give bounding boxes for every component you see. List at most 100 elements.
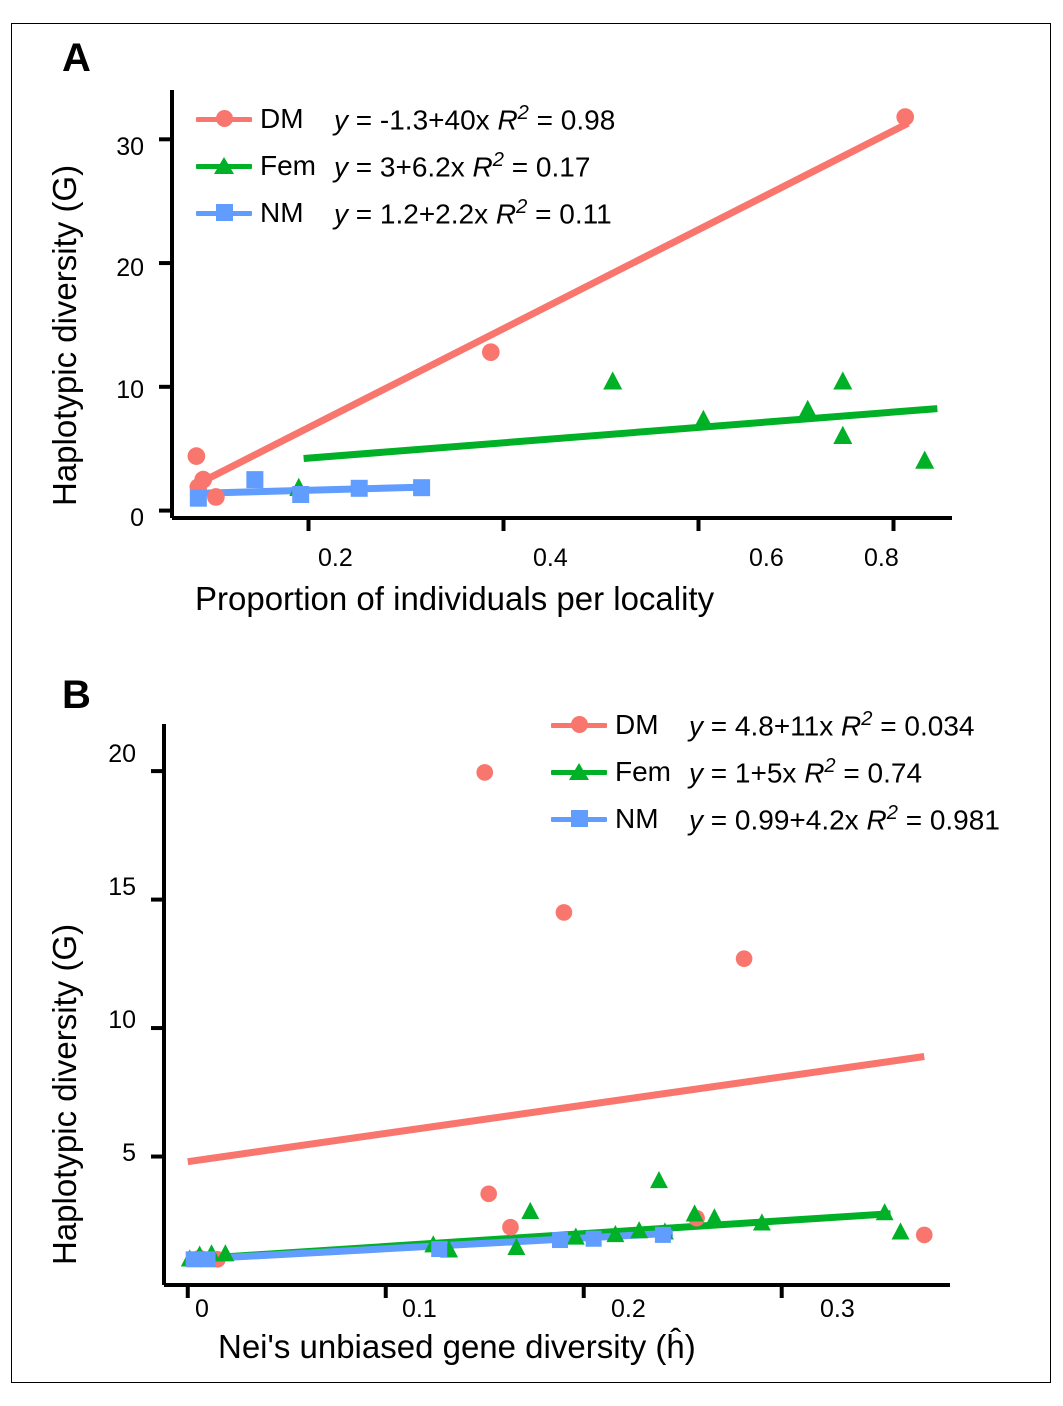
eq-suffix: = 0.11 <box>527 198 612 230</box>
panel-b-legend-eq-fem: y = 1+5x R2 = 0.74 <box>689 756 922 787</box>
data-point-dm <box>735 950 753 968</box>
eq-exponent: 2 <box>861 708 873 730</box>
panel-a-legend-label-fem: Fem <box>260 149 316 181</box>
panel-b-legend-row-fem: Fem y = 1+5x R2 = 0.74 <box>551 756 922 787</box>
axes <box>170 90 952 520</box>
eq-body: = 3+6.2x <box>348 151 473 183</box>
circle-marker-icon <box>215 110 233 128</box>
data-point-dm <box>481 343 500 362</box>
data-point-fem <box>521 1201 540 1219</box>
eq-suffix: = 0.17 <box>504 151 591 183</box>
panel-b-xtick-0: 0 <box>195 1295 209 1323</box>
circle-marker-icon <box>570 716 588 734</box>
data-point-dm <box>502 1218 519 1236</box>
eq-y-symbol: y <box>689 757 703 789</box>
data-layer <box>187 108 938 507</box>
data-point-fem <box>875 1203 894 1221</box>
panel-b-legend-eq-nm: y = 0.99+4.2x R2 = 0.981 <box>689 803 1000 834</box>
panel-b-legend-row-dm: DM y = 4.8+11x R2 = 0.034 <box>551 709 974 740</box>
eq-y-symbol: y <box>689 710 703 742</box>
panel-a-legend-row-dm: DM y = -1.3+40x R2 = 0.98 <box>196 103 615 134</box>
panel-a-legend-eq-nm: y = 1.2+2.2x R2 = 0.11 <box>334 197 612 228</box>
data-point-fem <box>705 1208 724 1226</box>
square-marker-icon <box>570 810 588 828</box>
ticks <box>151 769 784 1298</box>
data-point-fem <box>891 1222 910 1240</box>
eq-body: = 1+5x <box>703 757 805 789</box>
panel-b-ytick-5: 5 <box>122 1139 136 1167</box>
data-point-fem <box>752 1213 771 1231</box>
data-point-dm <box>207 488 225 506</box>
fit-line-dm <box>187 1053 925 1166</box>
data-point-nm <box>413 479 431 497</box>
data-point-fem <box>798 399 818 418</box>
panel-a-ytick-0: 0 <box>130 504 144 532</box>
eq-body: = 4.8+11x <box>703 710 842 742</box>
fit-line-fem <box>303 405 938 462</box>
eq-r-symbol: R <box>804 757 825 789</box>
data-point-nm <box>292 485 310 503</box>
eq-exponent: 2 <box>517 102 529 124</box>
legend-key-dm <box>551 712 607 738</box>
legend-key-nm <box>551 806 607 832</box>
eq-suffix: = 0.98 <box>528 104 616 136</box>
data-layer <box>180 764 933 1268</box>
data-point-nm <box>551 1232 568 1249</box>
data-point-fem <box>650 1171 668 1189</box>
data-point-nm <box>189 489 207 507</box>
panel-b-legend-row-nm: NM y = 0.99+4.2x R2 = 0.981 <box>551 803 1000 834</box>
eq-exponent: 2 <box>492 149 504 171</box>
panel-b-ytick-10: 10 <box>108 1006 136 1034</box>
panel-a-legend-label-nm: NM <box>260 196 304 228</box>
panel-a-ytick-10: 10 <box>116 376 144 404</box>
fit-line-nm <box>196 483 424 497</box>
eq-y-symbol: y <box>334 198 348 230</box>
eq-r-symbol: R <box>841 710 862 742</box>
panel-a-legend-row-nm: NM y = 1.2+2.2x R2 = 0.11 <box>196 197 612 228</box>
eq-exponent: 2 <box>886 802 898 824</box>
eq-suffix: = 0.74 <box>835 757 923 789</box>
data-point-fem <box>693 409 713 428</box>
panel-a-legend-row-fem: Fem y = 3+6.2x R2 = 0.17 <box>196 150 590 181</box>
data-point-nm <box>199 1251 216 1268</box>
panel-b: B Haplotypic diversity (G) 20 15 10 5 0 … <box>0 630 1063 1406</box>
panel-b-legend-label-fem: Fem <box>615 755 671 787</box>
panel-a: A Haplotypic diversity (G) 30 20 10 0 0.… <box>0 0 1063 630</box>
data-point-dm <box>480 1185 498 1203</box>
eq-exponent: 2 <box>516 196 528 218</box>
eq-suffix: = 0.034 <box>872 710 975 742</box>
data-point-fem <box>603 371 623 390</box>
panel-b-legend-label-nm: NM <box>615 802 659 834</box>
panel-a-xtick-0.2: 0.2 <box>318 544 353 572</box>
data-point-fem <box>833 371 853 390</box>
data-point-fem <box>216 1244 235 1262</box>
panel-a-legend-eq-dm: y = -1.3+40x R2 = 0.98 <box>334 103 615 134</box>
eq-r-symbol: R <box>472 151 493 183</box>
data-point-dm <box>915 1226 933 1244</box>
data-point-nm <box>654 1226 671 1243</box>
triangle-marker-icon <box>569 762 589 780</box>
panel-a-ytick-20: 20 <box>116 254 144 282</box>
panel-a-legend-eq-fem: y = 3+6.2x R2 = 0.17 <box>334 150 590 181</box>
square-marker-icon <box>215 204 233 222</box>
panel-a-plot-area <box>159 90 952 531</box>
panel-b-legend-eq-dm: y = 4.8+11x R2 = 0.034 <box>689 709 974 740</box>
ticks <box>159 137 896 531</box>
data-point-fem <box>507 1237 526 1255</box>
panel-a-letter: A <box>62 36 91 80</box>
data-point-dm <box>187 447 206 465</box>
legend-key-fem <box>551 759 607 785</box>
panel-b-plot-area <box>151 724 950 1298</box>
triangle-marker-icon <box>214 156 234 174</box>
panel-b-x-axis-title: Nei's unbiased gene diversity (ĥ) <box>218 1328 696 1365</box>
panel-b-ytick-15: 15 <box>108 873 136 901</box>
data-point-nm <box>585 1230 602 1247</box>
panel-b-xtick-0.3: 0.3 <box>820 1295 855 1323</box>
panel-b-ytick-20: 20 <box>108 740 136 768</box>
panel-b-letter: B <box>62 673 91 717</box>
eq-body: = 1.2+2.2x <box>348 198 496 230</box>
data-point-nm <box>246 471 264 489</box>
panel-a-xtick-0.4: 0.4 <box>533 544 568 572</box>
data-point-fem <box>915 450 935 469</box>
